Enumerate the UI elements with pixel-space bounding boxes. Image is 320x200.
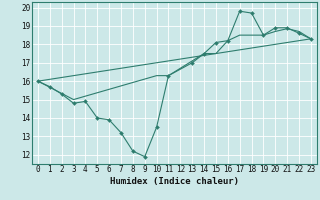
X-axis label: Humidex (Indice chaleur): Humidex (Indice chaleur) (110, 177, 239, 186)
